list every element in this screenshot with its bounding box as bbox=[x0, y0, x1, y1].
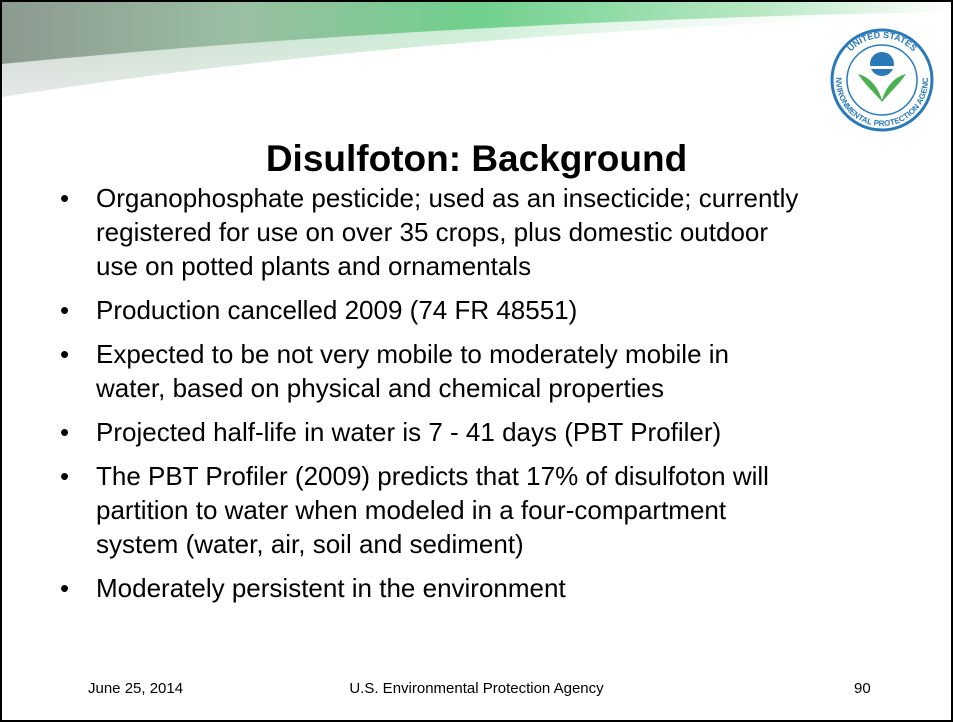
bullet-text: use on potted plants and ornamentals bbox=[96, 251, 532, 281]
bullet-item: • Expected to be not very mobile to moder… bbox=[60, 337, 798, 405]
bullet-marker: • bbox=[60, 573, 70, 603]
swoosh bbox=[2, 2, 951, 64]
bullet-item: • Moderately persistent in the environmen… bbox=[60, 571, 798, 605]
bullet-item: • Projected half-life in water is 7 - 41 … bbox=[60, 415, 798, 449]
header-decoration: UNITED STATES ENVIRONMENTAL PROTECTION A… bbox=[2, 2, 951, 132]
bullet-text: partition to water when modeled in a fou… bbox=[96, 495, 727, 525]
bullet-list: • Organophosphate pesticide; used as an i… bbox=[60, 181, 798, 615]
footer-date: June 25, 2014 bbox=[88, 680, 184, 697]
swoosh-fade bbox=[2, 12, 951, 112]
bullet-marker: • bbox=[60, 339, 70, 369]
bullet-text: system (water, air, soil and sediment) bbox=[96, 529, 524, 559]
bullet-marker: • bbox=[60, 183, 70, 213]
bullet-marker: • bbox=[60, 461, 70, 491]
bullet-text: Moderately persistent in the environment bbox=[96, 573, 566, 603]
bullet-marker: • bbox=[60, 417, 70, 447]
bullet-item: • The PBT Profiler (2009) predicts that 1… bbox=[60, 459, 798, 561]
bullet-marker: • bbox=[60, 295, 70, 325]
bullet-text: Projected half-life in water is 7 - 41 d… bbox=[96, 417, 722, 447]
footer-agency: U.S. Environmental Protection Agency bbox=[349, 680, 604, 697]
slide-title: Disulfoton: Background bbox=[265, 138, 688, 179]
bullet-item: • Organophosphate pesticide; used as an i… bbox=[60, 181, 798, 283]
bullet-text: Production cancelled 2009 (74 FR 48551) bbox=[96, 295, 578, 325]
bullet-text: water, based on physical and chemical pr… bbox=[96, 373, 664, 403]
bullet-text: registered for use on over 35 crops, plu… bbox=[96, 217, 769, 247]
page-number: 90 bbox=[854, 680, 871, 697]
bullet-text: Expected to be not very mobile to modera… bbox=[96, 339, 730, 369]
bullet-item: • Production cancelled 2009 (74 FR 48551) bbox=[60, 293, 798, 327]
bullet-text: The PBT Profiler (2009) predicts that 17… bbox=[96, 461, 769, 491]
bullet-text: Organophosphate pesticide; used as an in… bbox=[96, 183, 799, 213]
